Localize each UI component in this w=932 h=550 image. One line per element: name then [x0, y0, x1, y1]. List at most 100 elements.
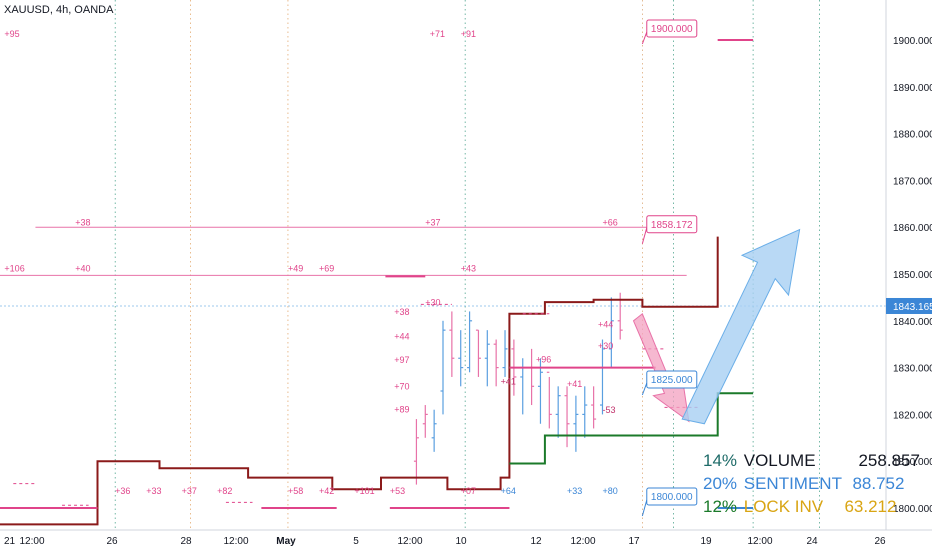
callout-text: 1800.000 [651, 492, 693, 503]
count-annotation: +37 [425, 217, 440, 227]
y-tick-label: 1820.000 [893, 410, 932, 421]
stat-pct: 20% [703, 474, 738, 493]
count-annotation: +91 [461, 29, 476, 39]
count-annotation: +53 [390, 486, 405, 496]
stat-pct: 12% [703, 497, 738, 516]
ohlc-bar [573, 395, 579, 452]
price-callout: 1858.172 [641, 215, 698, 244]
step-series [0, 39, 754, 526]
count-annotation: +38 [394, 307, 409, 317]
price-callout: 1900.000 [641, 19, 698, 45]
y-tick-label: 1810.000 [893, 457, 932, 468]
stat-lock-inv: 12% LOCK INV 63.212 [703, 497, 920, 520]
current-price-badge [886, 297, 932, 314]
count-annotation: +44 [598, 319, 613, 329]
forecast-arrows [632, 228, 801, 425]
grid-lines [114, 0, 820, 530]
count-annotation: +33 [146, 486, 161, 496]
price-axis-panel [886, 0, 932, 550]
ohlc-bar [582, 386, 588, 438]
stat-label: SENTIMENT [743, 474, 842, 493]
stat-volume: 14% VOLUME 258.857 [703, 451, 920, 474]
stat-value: 258.857 [858, 451, 920, 470]
ohlc-bar [449, 311, 455, 377]
x-tick-label: 12:00 [570, 536, 595, 547]
y-tick-label: 1850.000 [893, 270, 932, 281]
count-annotations: +95 +71 +91 +38 +37 +66 +106 +40 +49 +69 +43 +38 +44… [4, 29, 617, 496]
count-annotation: +89 [394, 405, 409, 415]
count-annotation: +30 [598, 341, 613, 351]
ohlc-bars [413, 292, 623, 485]
stats-panel: 14% VOLUME 258.857 20% SENTIMENT 88.752 … [703, 451, 920, 520]
count-annotation: +07 [461, 486, 476, 496]
current-price-label: 1843.165 [893, 302, 932, 313]
count-annotation: +49 [288, 264, 303, 274]
ohlc-bar [546, 371, 552, 429]
count-annotation: +33 [567, 486, 582, 496]
ohlc-bar [431, 409, 437, 452]
x-tick-label: 19 [700, 536, 712, 547]
count-annotation: +38 [75, 217, 90, 227]
count-annotation: +97 [394, 355, 409, 365]
ohlc-bar [599, 339, 605, 415]
stat-pct: 14% [703, 451, 738, 470]
x-tick-label: 12:00 [747, 536, 772, 547]
x-tick-label: May [276, 536, 296, 547]
stat-label: LOCK INV [743, 497, 824, 516]
ohlc-bar [475, 329, 481, 377]
stat-value: 63.212 [844, 497, 897, 516]
ohlc-bar [564, 386, 570, 448]
count-annotation: +70 [394, 382, 409, 392]
count-annotation: -53 [602, 405, 615, 415]
chart-title: XAUUSD, 4h, OANDA [4, 4, 114, 16]
y-tick-label: 1890.000 [893, 83, 932, 94]
y-tick-label: 1880.000 [893, 130, 932, 141]
count-annotation: +95 [4, 29, 19, 39]
x-tick-label: 26 [874, 536, 886, 547]
count-annotation: +43 [461, 264, 476, 274]
callout-text: 1900.000 [651, 24, 693, 35]
horizontal-levels [0, 226, 886, 307]
green-step-line [509, 392, 754, 465]
x-tick-label: 21 [4, 536, 16, 547]
price-callout: 1800.000 [641, 487, 698, 517]
up-arrow-icon [681, 228, 801, 425]
stat-value: 88.752 [852, 474, 905, 493]
callout-leader [641, 382, 648, 396]
count-annotation: +37 [182, 486, 197, 496]
ohlc-bar [440, 320, 446, 415]
count-annotation: +82 [217, 486, 232, 496]
count-annotation: +36 [115, 486, 130, 496]
count-annotation: +58 [288, 486, 303, 496]
count-annotation: +42 [319, 486, 334, 496]
callout-leader [641, 227, 648, 244]
y-tick-label: 1830.000 [893, 364, 932, 375]
stat-sentiment: 20% SENTIMENT 88.752 [703, 474, 920, 497]
ohlc-bar [493, 339, 499, 387]
callout-box [646, 215, 698, 234]
x-tick-label: 12:00 [223, 536, 248, 547]
y-tick-label: 1900.000 [893, 36, 932, 47]
y-tick-label: 1870.000 [893, 176, 932, 187]
y-tick-label: 1800.000 [893, 504, 932, 515]
callout-text: 1825.000 [651, 375, 693, 386]
callout-leader [641, 31, 648, 45]
count-annotation: +69 [319, 264, 334, 274]
count-annotation: +96 [536, 354, 551, 364]
x-tick-label: 17 [628, 536, 640, 547]
price-callout: 1825.000 [641, 370, 698, 396]
callout-box [646, 370, 698, 389]
count-annotation: +44 [394, 332, 409, 342]
ohlc-bar [529, 348, 535, 406]
x-tick-label: 26 [106, 536, 118, 547]
x-tick-label: 24 [806, 536, 818, 547]
maroon-step-line [0, 236, 719, 526]
x-tick-label: 10 [455, 536, 467, 547]
y-tick-label: 1860.000 [893, 223, 932, 234]
ohlc-bar [537, 358, 543, 424]
x-tick-label: 28 [180, 536, 192, 547]
y-tick-label: 1840.000 [893, 317, 932, 328]
ohlc-bar [608, 297, 614, 368]
count-annotation: +101 [354, 486, 374, 496]
